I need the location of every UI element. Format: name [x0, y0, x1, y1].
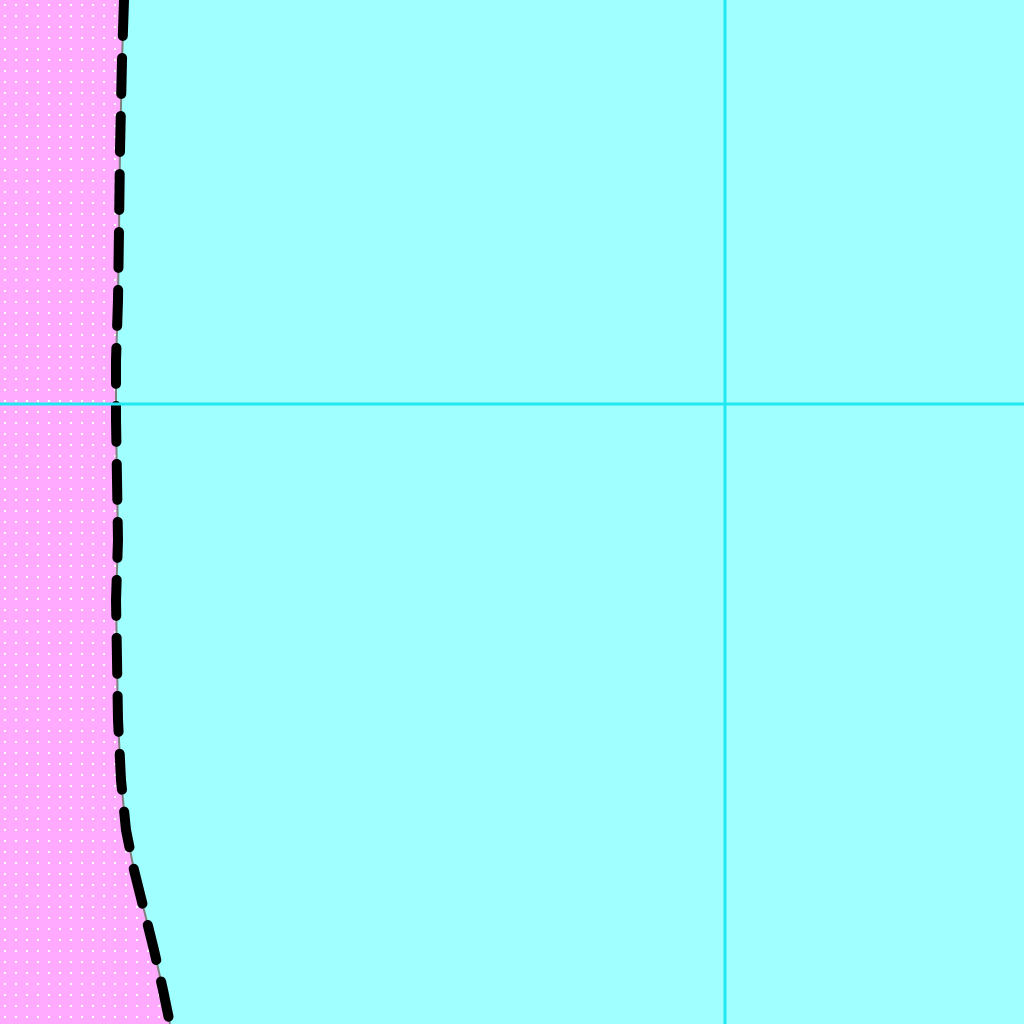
land-region	[0, 0, 170, 1024]
dashed-boundary-line	[110, 0, 175, 1024]
